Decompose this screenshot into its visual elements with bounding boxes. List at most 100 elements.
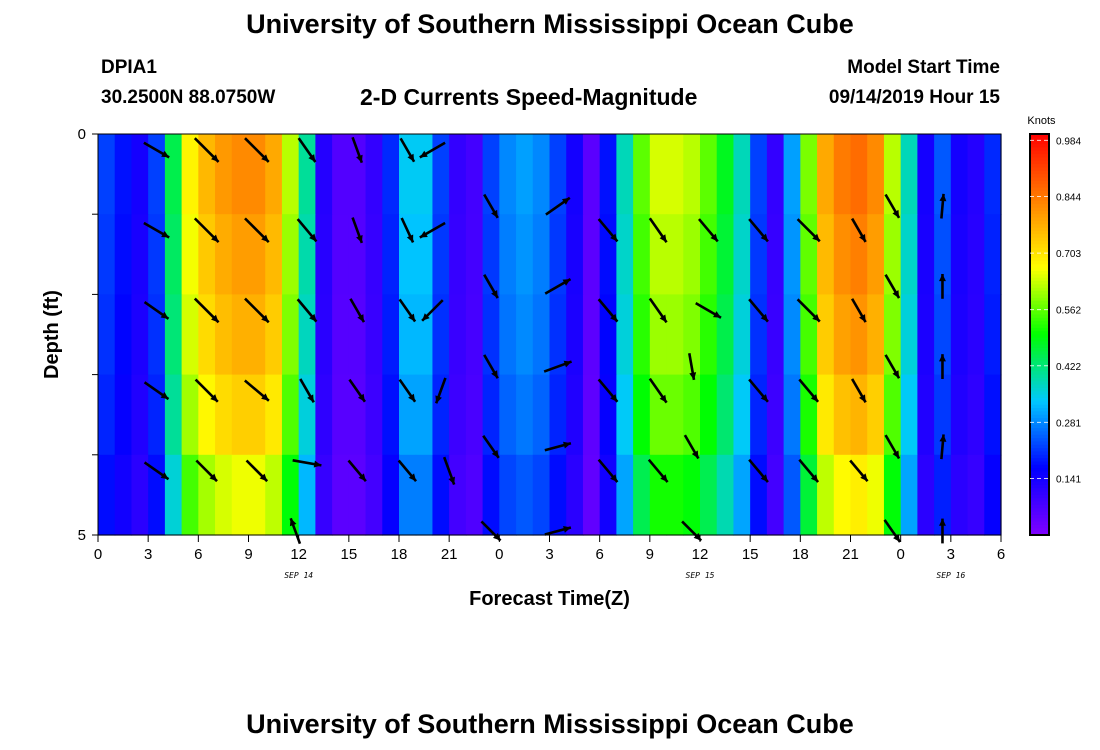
colorbar-step	[1030, 454, 1049, 459]
heatmap-cell	[181, 374, 199, 456]
vector-head	[356, 154, 363, 163]
vector-head	[938, 518, 946, 526]
colorbar-step	[1030, 351, 1049, 356]
current-vector	[297, 137, 317, 163]
heatmap-cell	[582, 134, 601, 215]
heatmap-cell	[683, 374, 701, 456]
x-tick-label: 3	[947, 546, 955, 563]
heatmap-cell	[733, 454, 751, 536]
vector-head	[938, 354, 946, 362]
current-vector	[648, 217, 668, 243]
colorbar-step	[1030, 210, 1049, 215]
heatmap-cell	[432, 454, 450, 536]
heatmap-cell	[499, 134, 517, 215]
vector-head	[160, 472, 169, 480]
current-vector	[421, 299, 444, 322]
x-tick-label: 6	[595, 546, 603, 563]
x-tick-label: 3	[144, 546, 152, 563]
heatmap-cell	[215, 454, 233, 536]
current-vector	[681, 520, 703, 542]
heatmap-cell	[315, 294, 333, 376]
heatmap-cell	[900, 454, 918, 536]
heatmap-cell	[549, 134, 567, 215]
colorbar-step	[1030, 354, 1049, 359]
colorbar-step	[1030, 267, 1049, 272]
heatmap-cell	[917, 454, 935, 536]
heatmap-cell	[984, 454, 1002, 536]
heatmap-cell	[198, 454, 216, 536]
heatmap-cell	[332, 294, 350, 376]
colorbar-step	[1030, 137, 1049, 142]
heatmap-cell	[432, 214, 450, 295]
heatmap-cell	[248, 214, 266, 295]
vector-head	[308, 154, 316, 162]
heatmap-cell	[482, 454, 500, 536]
colorbar-step	[1030, 504, 1049, 509]
vector-head	[211, 154, 219, 162]
colorbar-step	[1030, 224, 1049, 229]
heatmap-cell	[164, 374, 183, 456]
heatmap-cell	[215, 374, 233, 456]
current-vector	[244, 217, 270, 244]
colorbar-step	[1030, 197, 1049, 202]
current-vector	[884, 354, 901, 379]
colorbar-step	[1030, 177, 1049, 182]
heatmap-cell	[633, 374, 651, 456]
vector-head	[419, 230, 428, 238]
heatmap-cell	[950, 214, 969, 295]
colorbar-step	[1030, 334, 1049, 339]
heatmap-cell	[616, 214, 634, 295]
current-vector	[938, 273, 946, 299]
colorbar-step	[1030, 167, 1049, 172]
heatmap-cell	[950, 134, 969, 215]
model-start-value: 09/14/2019 Hour 15	[828, 87, 1000, 108]
heatmap-cell	[800, 134, 818, 215]
vector-head	[760, 313, 768, 322]
colorbar-tick-label: 0.844	[1056, 193, 1081, 204]
colorbar-step	[1030, 204, 1049, 209]
heatmap-cell	[984, 294, 1002, 376]
vector-head	[448, 476, 455, 485]
x-axis-label: Forecast Time(Z)	[469, 588, 630, 610]
heatmap-cell	[984, 374, 1002, 456]
vector-head	[356, 234, 363, 243]
heatmap-cell	[231, 454, 250, 536]
colorbar-step	[1030, 327, 1049, 332]
colorbar-step	[1030, 508, 1049, 513]
heatmap-cell	[465, 294, 484, 376]
colorbar-step	[1030, 428, 1049, 433]
heatmap-cell	[783, 294, 801, 376]
vector-head	[419, 150, 428, 158]
current-vector	[419, 221, 446, 239]
heatmap-cell	[315, 374, 333, 456]
colorbar-step	[1030, 247, 1049, 252]
current-vector	[648, 377, 668, 404]
colorbar-step	[1030, 421, 1049, 426]
heatmap-cell	[131, 134, 149, 215]
heatmap-cell	[348, 374, 367, 456]
heatmap-cell	[399, 454, 417, 536]
colorbar-step	[1030, 528, 1049, 533]
heatmap-cell	[582, 294, 601, 376]
heatmap-cell	[566, 294, 584, 376]
vector-head	[408, 313, 416, 322]
colorbar-step	[1030, 200, 1049, 205]
heatmap-cell	[766, 454, 785, 536]
heatmap-cell	[114, 374, 133, 456]
colorbar: 0.984 0.844 0.703 0.562 0.422 0.281 0.141	[1029, 133, 1081, 536]
heatmap-cell	[298, 214, 316, 295]
current-vector	[883, 519, 902, 543]
date-label: SEP 15	[686, 571, 715, 580]
x-tick-label: 6	[997, 546, 1005, 563]
vector-head	[491, 209, 498, 218]
vector-head	[760, 474, 768, 483]
colorbar-step	[1030, 214, 1049, 219]
colorbar-step	[1030, 404, 1049, 409]
heatmap-cell	[532, 134, 551, 215]
heatmap-cell	[265, 294, 283, 376]
vector-head	[561, 197, 570, 205]
station-coordinates: 30.2500N 88.0750W	[101, 87, 276, 108]
colorbar-step	[1030, 217, 1049, 222]
colorbar-step	[1030, 488, 1049, 493]
current-vector	[195, 459, 218, 483]
